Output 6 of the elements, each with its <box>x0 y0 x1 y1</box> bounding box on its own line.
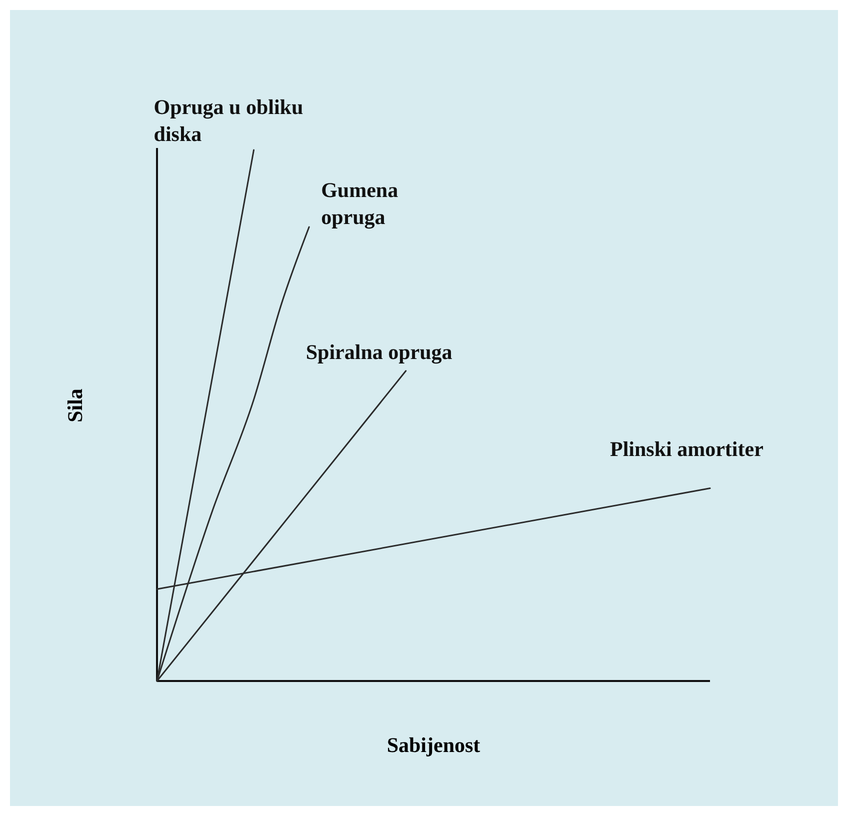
series-label: Spiralna opruga <box>306 340 453 364</box>
x-axis-title: Sabijenost <box>386 733 480 757</box>
text: Plinski amortiter <box>610 437 764 462</box>
series-label: Gumena opruga <box>321 178 399 229</box>
series-label: Opruga u obliku diska <box>154 95 304 146</box>
y-axis-title: Sila <box>63 388 87 422</box>
